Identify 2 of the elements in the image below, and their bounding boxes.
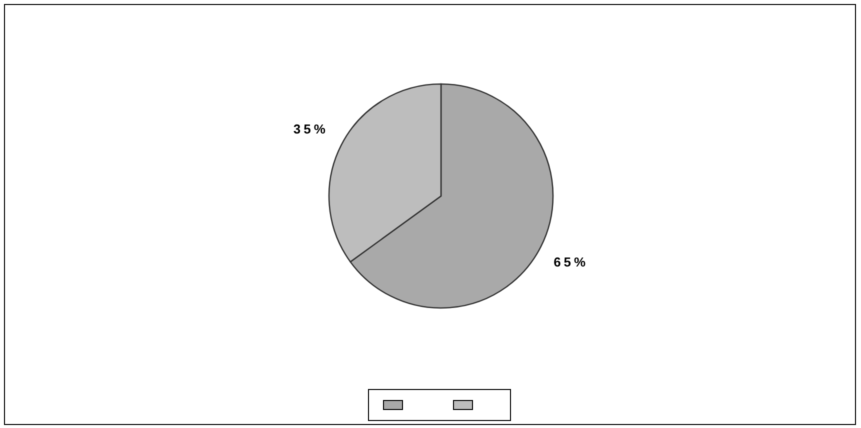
data-label: 35% <box>293 122 328 137</box>
data-label: 65% <box>554 254 589 270</box>
